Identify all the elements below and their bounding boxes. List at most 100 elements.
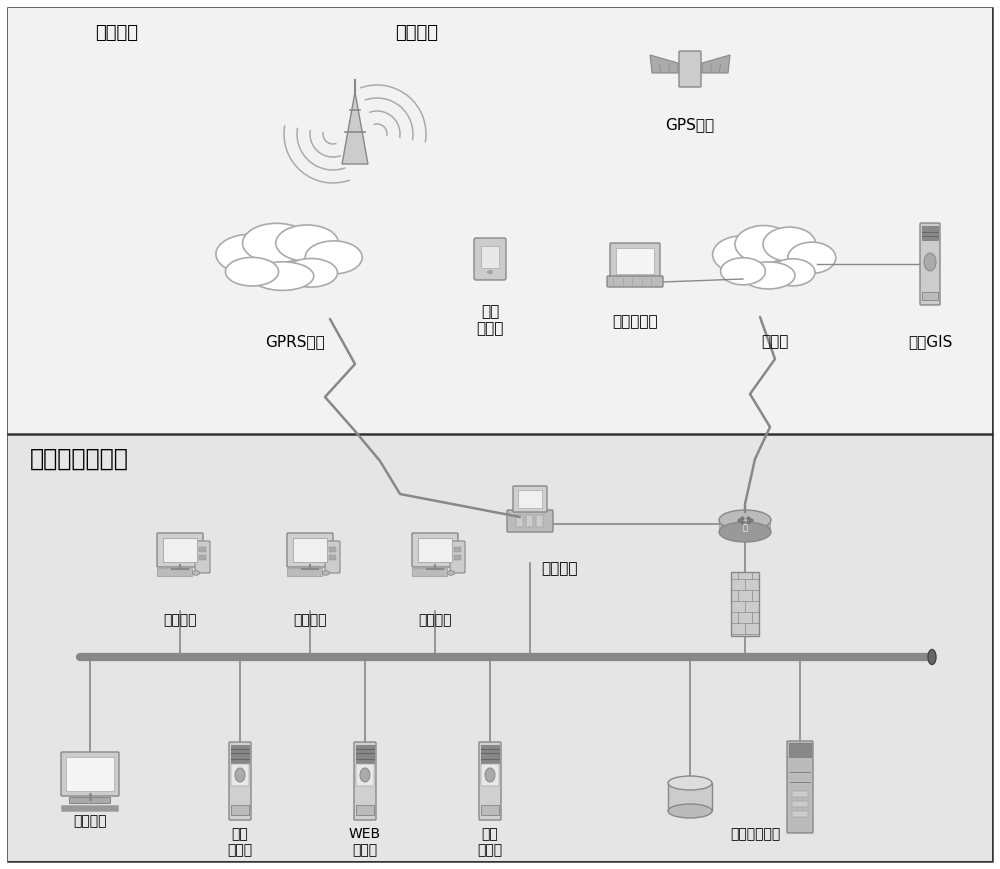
FancyBboxPatch shape [199,547,206,552]
FancyBboxPatch shape [325,541,340,573]
FancyBboxPatch shape [481,805,499,815]
Text: 远程监控端: 远程监控端 [612,314,658,329]
FancyBboxPatch shape [356,805,374,815]
FancyBboxPatch shape [607,276,663,287]
FancyBboxPatch shape [481,745,499,763]
FancyBboxPatch shape [413,568,447,576]
FancyBboxPatch shape [526,515,533,527]
Text: 数据库服务器: 数据库服务器 [730,827,780,841]
Ellipse shape [668,776,712,790]
Ellipse shape [928,649,936,665]
FancyBboxPatch shape [231,805,249,815]
Ellipse shape [251,262,314,290]
FancyBboxPatch shape [668,783,712,811]
FancyBboxPatch shape [329,547,336,552]
FancyBboxPatch shape [8,434,992,861]
Ellipse shape [719,510,771,530]
FancyBboxPatch shape [195,541,210,573]
Text: WEB
服务器: WEB 服务器 [349,827,381,857]
Text: 通信网关: 通信网关 [542,561,578,576]
FancyBboxPatch shape [356,745,374,763]
Ellipse shape [192,571,200,575]
Text: 各种车辆: 各种车辆 [395,24,438,42]
FancyBboxPatch shape [288,568,322,576]
FancyBboxPatch shape [792,811,808,817]
FancyBboxPatch shape [61,752,119,796]
Ellipse shape [305,241,362,274]
Polygon shape [702,55,730,73]
FancyBboxPatch shape [481,246,499,268]
FancyBboxPatch shape [157,533,203,567]
FancyBboxPatch shape [719,520,771,532]
FancyBboxPatch shape [8,8,992,434]
FancyBboxPatch shape [412,533,458,567]
Text: 互联网: 互联网 [761,334,789,349]
Ellipse shape [284,258,338,287]
FancyBboxPatch shape [920,223,940,305]
FancyBboxPatch shape [479,742,501,820]
Text: GPS卫星: GPS卫星 [665,117,715,132]
FancyBboxPatch shape [792,791,808,797]
Text: 路: 路 [742,523,748,533]
FancyBboxPatch shape [66,757,114,791]
Ellipse shape [721,258,765,285]
Polygon shape [650,55,678,73]
Ellipse shape [322,571,330,575]
Ellipse shape [668,804,712,818]
FancyBboxPatch shape [329,555,336,560]
FancyBboxPatch shape [287,533,333,567]
Ellipse shape [713,235,770,274]
Ellipse shape [485,768,495,782]
Polygon shape [342,92,368,164]
FancyBboxPatch shape [789,743,811,757]
Ellipse shape [763,227,816,262]
Ellipse shape [770,259,815,286]
Ellipse shape [216,235,284,274]
FancyBboxPatch shape [616,248,654,274]
Text: 各种车辆: 各种车辆 [95,24,138,42]
Text: 车联网系统中心: 车联网系统中心 [30,447,129,471]
FancyBboxPatch shape [679,51,701,87]
FancyBboxPatch shape [8,8,992,861]
FancyBboxPatch shape [610,243,660,279]
FancyBboxPatch shape [922,292,938,300]
FancyBboxPatch shape [70,798,110,804]
Ellipse shape [719,522,771,542]
Text: 通信
服务器: 通信 服务器 [227,827,253,857]
Ellipse shape [488,270,493,274]
Ellipse shape [788,242,836,274]
Ellipse shape [448,571,454,575]
Ellipse shape [276,225,338,262]
Ellipse shape [235,768,245,782]
FancyBboxPatch shape [158,568,193,576]
Ellipse shape [242,223,311,263]
FancyBboxPatch shape [731,572,759,636]
FancyBboxPatch shape [513,486,547,512]
Ellipse shape [225,257,279,286]
FancyBboxPatch shape [356,764,374,786]
FancyBboxPatch shape [454,547,461,552]
Ellipse shape [735,226,793,263]
FancyBboxPatch shape [516,515,523,527]
Ellipse shape [742,262,795,289]
FancyBboxPatch shape [354,742,376,820]
Ellipse shape [924,253,936,271]
FancyBboxPatch shape [293,538,327,562]
FancyBboxPatch shape [62,806,119,812]
FancyBboxPatch shape [231,745,249,763]
Text: 监控终端: 监控终端 [163,613,197,627]
FancyBboxPatch shape [418,538,452,562]
Text: 监控终端: 监控终端 [418,613,452,627]
Text: 监控终端: 监控终端 [293,613,327,627]
Text: GPRS网络: GPRS网络 [265,334,325,349]
Text: 监控终端: 监控终端 [73,814,107,828]
FancyBboxPatch shape [481,764,499,786]
FancyBboxPatch shape [231,764,249,786]
Ellipse shape [360,768,370,782]
FancyBboxPatch shape [792,801,808,807]
FancyBboxPatch shape [450,541,465,573]
FancyBboxPatch shape [454,555,461,560]
FancyBboxPatch shape [229,742,251,820]
FancyBboxPatch shape [474,238,506,280]
FancyBboxPatch shape [163,538,197,562]
